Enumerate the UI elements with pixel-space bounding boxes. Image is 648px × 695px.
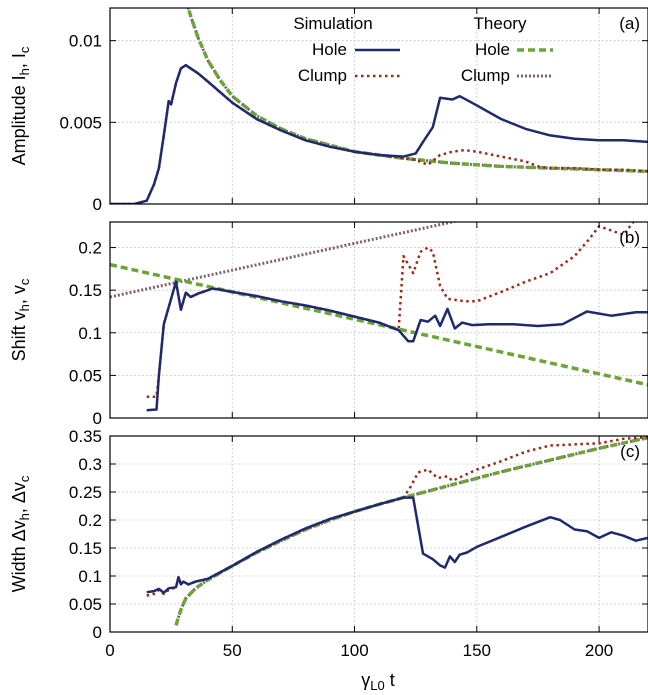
- plot-frame: [109, 221, 648, 419]
- series-line-sim-hole: [110, 63, 648, 204]
- x-tick-label: 50: [223, 641, 242, 660]
- y-tick-label: 0.15: [69, 281, 102, 300]
- panel-label: (c): [620, 442, 640, 461]
- series-line-theory-hole: [186, 8, 648, 174]
- series-line-theory-clump: [110, 222, 459, 299]
- series-line-theory-clump: [174, 436, 648, 626]
- panel-label: (b): [619, 228, 640, 247]
- x-tick-label: 0: [105, 641, 114, 660]
- x-axis-label: γL0 t: [361, 670, 394, 693]
- panel-2: 0 0.05 0.1 0.15 0.2 (b) Shift vh, vc: [9, 221, 648, 428]
- y-tick-label: 0: [93, 623, 102, 642]
- legend: Simulation Theory Hole Clump Hole Clump: [293, 14, 553, 85]
- y-tick-label: 0.2: [78, 511, 102, 530]
- series-line-theory-hole: [174, 436, 648, 626]
- y-tick-label: 0: [93, 195, 102, 214]
- series-group: [110, 8, 648, 204]
- chart-panels: 0 0.005 0.01 (a) Amplitude Ih, Ic 0 0.05 0.1 0.1…: [9, 7, 648, 660]
- y-tick-label: 0.15: [69, 539, 102, 558]
- x-tick-label: 150: [463, 641, 491, 660]
- y-tick-label: 0.05: [69, 366, 102, 385]
- plot-frame: [109, 435, 648, 633]
- y-tick-label: 0.2: [78, 239, 102, 258]
- y-tick-label: 0.01: [69, 32, 102, 51]
- panel-3: 0 0.05 0.1 0.15 0.2 0.25 0.3 0.35 0 50 100 150 200 (c…: [9, 427, 648, 660]
- plot-frame: [109, 7, 648, 205]
- series-line-theory-hole: [110, 262, 648, 387]
- series-group: [146, 436, 648, 626]
- y-tick-label: 0.1: [78, 567, 102, 586]
- y-tick-label: 0.25: [69, 483, 102, 502]
- panel-label: (a): [619, 14, 640, 33]
- y-tick-label: 0.05: [69, 595, 102, 614]
- legend-label-theory-clump: Clump: [461, 66, 510, 85]
- x-tick-label: 100: [340, 641, 368, 660]
- y-tick-label: 0: [93, 409, 102, 428]
- legend-theory-header: Theory: [474, 14, 527, 33]
- series-line-theory-clump: [186, 8, 648, 173]
- series-line-sim-clump: [146, 436, 648, 597]
- y-axis-label: Shift vh, vc: [9, 278, 32, 361]
- y-tick-label: 0.1: [78, 324, 102, 343]
- y-tick-label: 0.3: [78, 455, 102, 474]
- y-axis-label: Amplitude Ih, Ic: [9, 46, 32, 165]
- series-line-sim-hole: [146, 496, 648, 595]
- y-tick-label: 0.005: [59, 113, 102, 132]
- legend-label-sim-clump: Clump: [298, 66, 347, 85]
- legend-label-sim-hole: Hole: [312, 40, 347, 59]
- y-axis-label: Width Δvh, Δvc: [9, 475, 32, 592]
- series-group: [110, 222, 648, 412]
- y-tick-label: 0.35: [69, 427, 102, 446]
- series-line-sim-clump: [146, 222, 635, 398]
- panel-1: 0 0.005 0.01 (a) Amplitude Ih, Ic: [9, 7, 648, 214]
- legend-label-theory-hole: Hole: [475, 40, 510, 59]
- x-tick-label: 200: [585, 641, 613, 660]
- series-line-sim-clump: [110, 63, 648, 204]
- legend-simulation-header: Simulation: [293, 14, 372, 33]
- series-line-sim-hole: [146, 280, 648, 412]
